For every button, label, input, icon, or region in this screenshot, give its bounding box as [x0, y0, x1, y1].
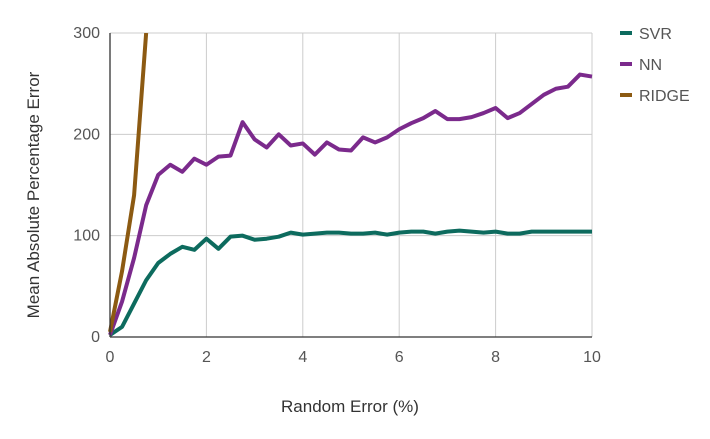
- x-tick-label: 10: [583, 349, 601, 366]
- legend-label-nn: NN: [639, 57, 662, 74]
- axis-layer: [109, 33, 592, 338]
- x-axis-title: Random Error (%): [281, 397, 419, 416]
- series-line-ridge: [108, 33, 149, 333]
- y-axis-title: Mean Absolute Percentage Error: [24, 71, 43, 318]
- x-tick-label: 6: [395, 349, 404, 366]
- y-tick-label: 100: [73, 228, 100, 245]
- series-line-nn: [108, 72, 593, 336]
- x-tick-label: 0: [106, 349, 115, 366]
- x-tick-label: 2: [202, 349, 211, 366]
- series-line-svr: [108, 228, 592, 337]
- x-tick-label: 4: [298, 349, 307, 366]
- tick-layer: 0 100 200 300 0 2 4 6 8 10: [73, 25, 601, 366]
- x-tick-label: 8: [491, 349, 500, 366]
- legend-label-ridge: RIDGE: [639, 88, 690, 105]
- y-tick-label: 200: [73, 126, 100, 143]
- legend-label-svr: SVR: [639, 26, 672, 43]
- y-tick-label: 300: [73, 25, 100, 42]
- series-layer: [108, 33, 593, 337]
- y-tick-label: 0: [91, 329, 100, 346]
- legend: SVR NN RIDGE: [620, 26, 690, 105]
- grid-layer: [110, 32, 593, 337]
